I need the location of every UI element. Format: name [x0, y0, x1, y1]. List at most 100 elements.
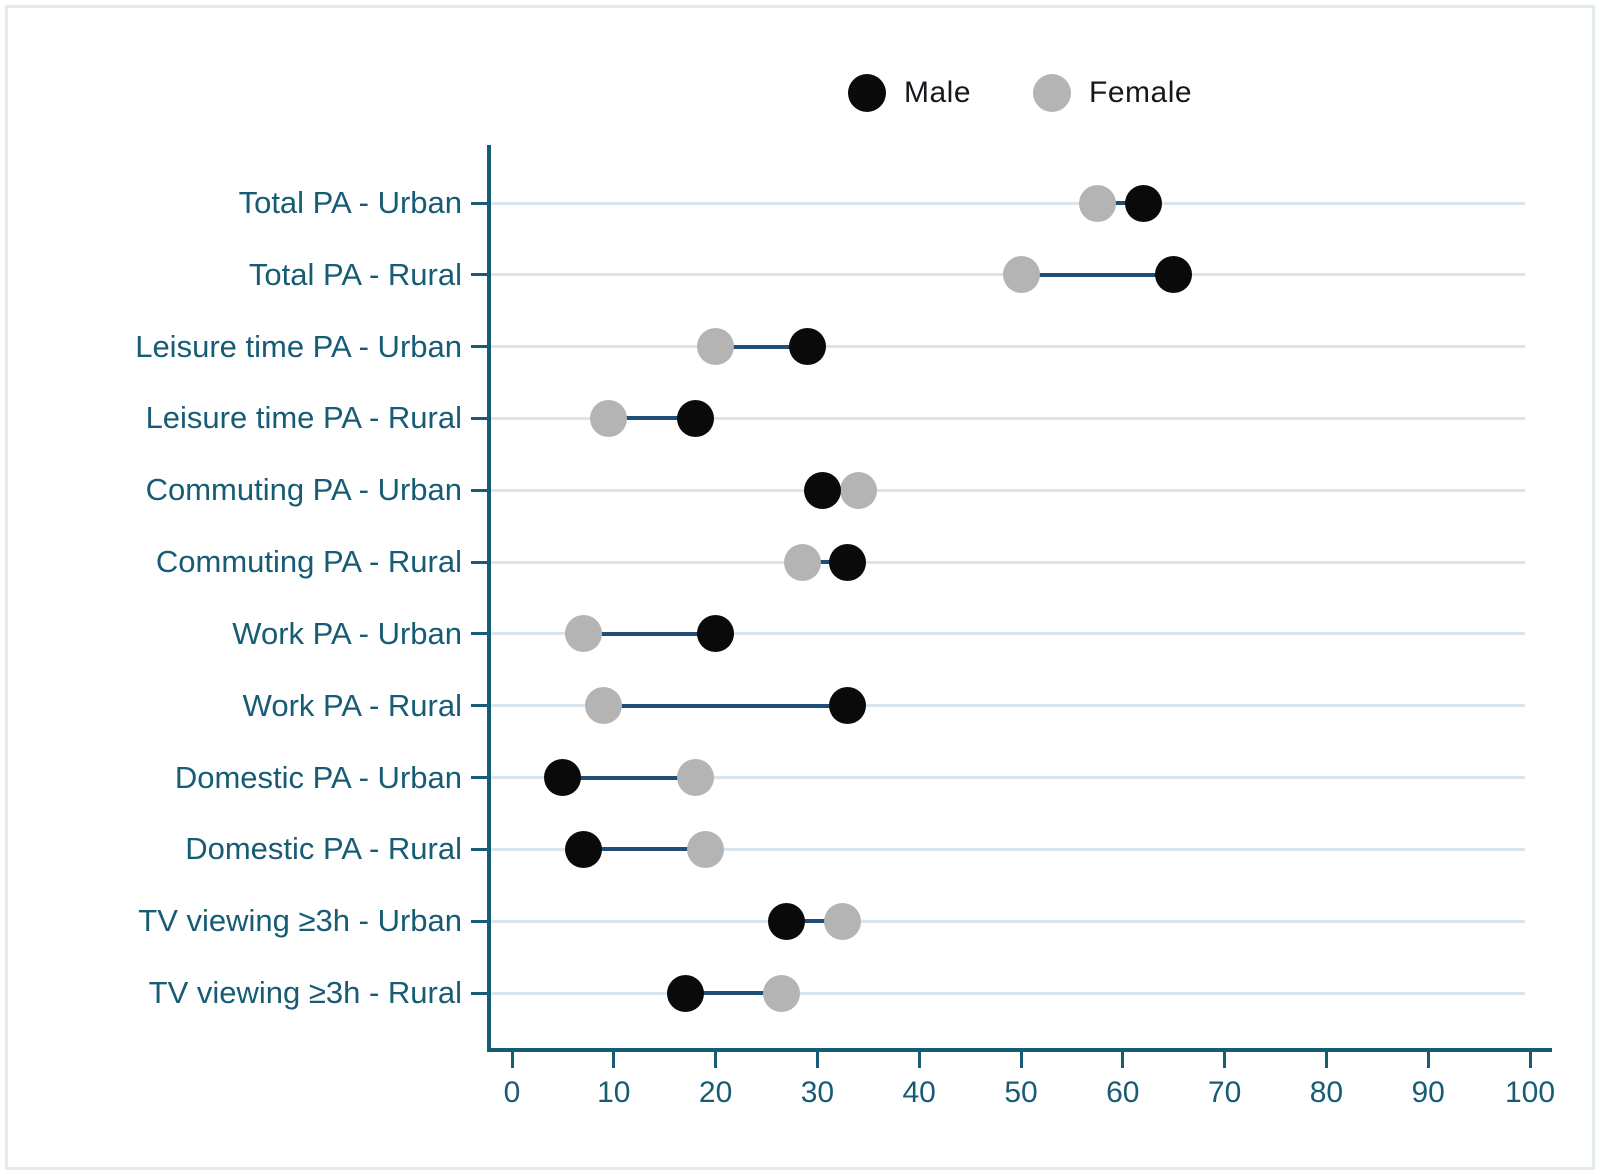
male-dot [1155, 256, 1193, 294]
legend-item-female: Female [1033, 74, 1192, 112]
connector [1097, 201, 1144, 205]
gridline [490, 704, 1525, 708]
category-label: Commuting PA - Urban [145, 472, 462, 508]
x-tick [510, 1052, 514, 1068]
x-tick-label: 100 [1504, 1076, 1556, 1109]
legend-item-male: Male [848, 74, 971, 112]
category-label: Total PA - Rural [248, 256, 462, 292]
female-dot [585, 687, 623, 725]
gridline [490, 345, 1525, 349]
category-label: Leisure time PA - Urban [135, 328, 462, 364]
female-dot [590, 399, 628, 437]
y-tick [471, 273, 487, 277]
y-tick [471, 416, 487, 420]
female-dot [1002, 256, 1040, 294]
x-tick [1528, 1052, 1532, 1068]
male-dot [803, 471, 841, 509]
gridline [490, 560, 1525, 564]
female-dot [697, 328, 735, 366]
male-dot [1124, 184, 1162, 222]
female-dot [763, 974, 801, 1012]
male-dot [829, 543, 867, 581]
x-tick-label: 50 [1004, 1076, 1038, 1109]
female-dot [824, 902, 862, 940]
male-dot [768, 902, 806, 940]
x-axis-line [487, 1048, 1552, 1052]
gridline [490, 776, 1525, 780]
y-tick [471, 345, 487, 349]
connector [802, 560, 848, 565]
x-tick-label: 40 [902, 1076, 936, 1109]
y-tick [471, 776, 487, 780]
x-tick-label: 90 [1411, 1076, 1445, 1109]
y-tick [471, 991, 487, 995]
female-dot [839, 471, 877, 509]
x-tick-label: 70 [1207, 1076, 1242, 1109]
x-tick-label: 30 [800, 1076, 835, 1109]
female-dot [564, 615, 602, 653]
category-label: Leisure time PA - Rural [145, 400, 462, 436]
legend: Male Female [848, 74, 1192, 112]
male-dot [666, 974, 704, 1012]
y-tick [471, 560, 487, 564]
y-tick [471, 919, 487, 923]
x-tick [1121, 1052, 1125, 1068]
female-dot [1078, 184, 1116, 222]
x-tick [1223, 1052, 1227, 1068]
x-tick [1426, 1052, 1430, 1068]
connector [562, 775, 696, 780]
male-dot [829, 687, 867, 725]
category-label: Domestic PA - Urban [174, 759, 462, 795]
category-label: TV viewing ≥3h - Rural [148, 975, 462, 1011]
category-label: Total PA - Urban [238, 185, 462, 220]
male-dot [564, 830, 602, 868]
female-swatch-icon [1033, 74, 1072, 112]
connector [608, 416, 696, 421]
x-tick-label: 80 [1309, 1076, 1344, 1109]
x-tick [714, 1052, 718, 1068]
connector [685, 991, 782, 996]
female-dot [686, 830, 724, 868]
x-tick-label: 20 [698, 1076, 733, 1109]
legend-male-label: Male [904, 76, 972, 109]
female-dot [783, 543, 821, 581]
y-tick [471, 704, 487, 708]
x-tick [1019, 1052, 1023, 1068]
y-axis-line [487, 145, 491, 1052]
figure-border [5, 5, 1595, 1170]
gridline [490, 416, 1525, 420]
gridline [490, 919, 1525, 923]
x-tick [612, 1052, 616, 1068]
x-tick [815, 1052, 819, 1068]
category-label: TV viewing ≥3h - Urban [138, 903, 462, 939]
y-tick [471, 632, 487, 636]
y-tick [471, 488, 487, 492]
category-label: Work PA - Urban [232, 615, 462, 651]
male-dot [676, 399, 714, 437]
gridline [490, 632, 1525, 636]
gridline [490, 847, 1525, 851]
male-dot [788, 328, 826, 366]
gridline [490, 991, 1525, 995]
category-label: Domestic PA - Rural [185, 831, 462, 867]
category-label: Commuting PA - Rural [155, 544, 462, 580]
x-tick-label: 60 [1106, 1076, 1140, 1109]
connector [786, 919, 843, 924]
connector [583, 631, 716, 636]
x-tick-label: 10 [597, 1076, 631, 1109]
female-dot [676, 759, 714, 797]
x-tick-label: 0 [503, 1076, 521, 1109]
connector [603, 703, 848, 708]
legend-female-label: Female [1089, 76, 1193, 109]
connector [1021, 272, 1174, 277]
x-tick [1324, 1052, 1328, 1068]
connector [715, 344, 808, 349]
connector [583, 847, 706, 852]
y-tick [471, 847, 487, 851]
male-dot [697, 615, 735, 653]
x-tick [917, 1052, 921, 1068]
male-dot [544, 759, 582, 797]
y-tick [471, 201, 487, 205]
category-label: Work PA - Rural [242, 687, 462, 723]
